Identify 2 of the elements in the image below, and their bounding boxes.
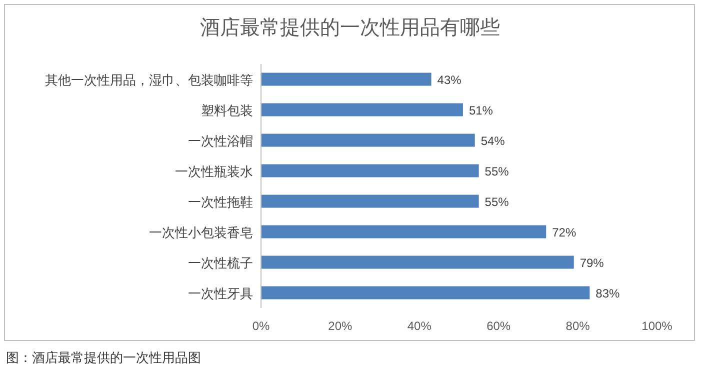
title: 酒店最常提供的一次性用品有哪些 (200, 17, 500, 39)
annotation: 图：酒店最常提供的一次性用品图 (6, 350, 201, 365)
